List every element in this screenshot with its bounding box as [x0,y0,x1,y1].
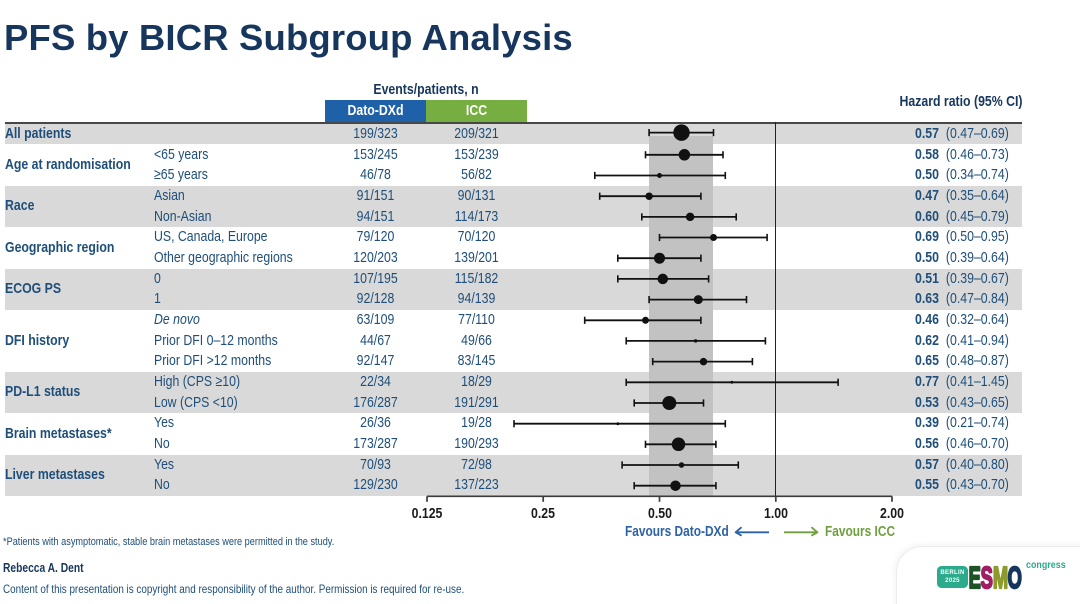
svg-text:M: M [993,563,1008,593]
svg-text:O: O [1008,563,1022,593]
svg-text:S: S [981,563,993,593]
svg-text:E: E [969,563,981,593]
